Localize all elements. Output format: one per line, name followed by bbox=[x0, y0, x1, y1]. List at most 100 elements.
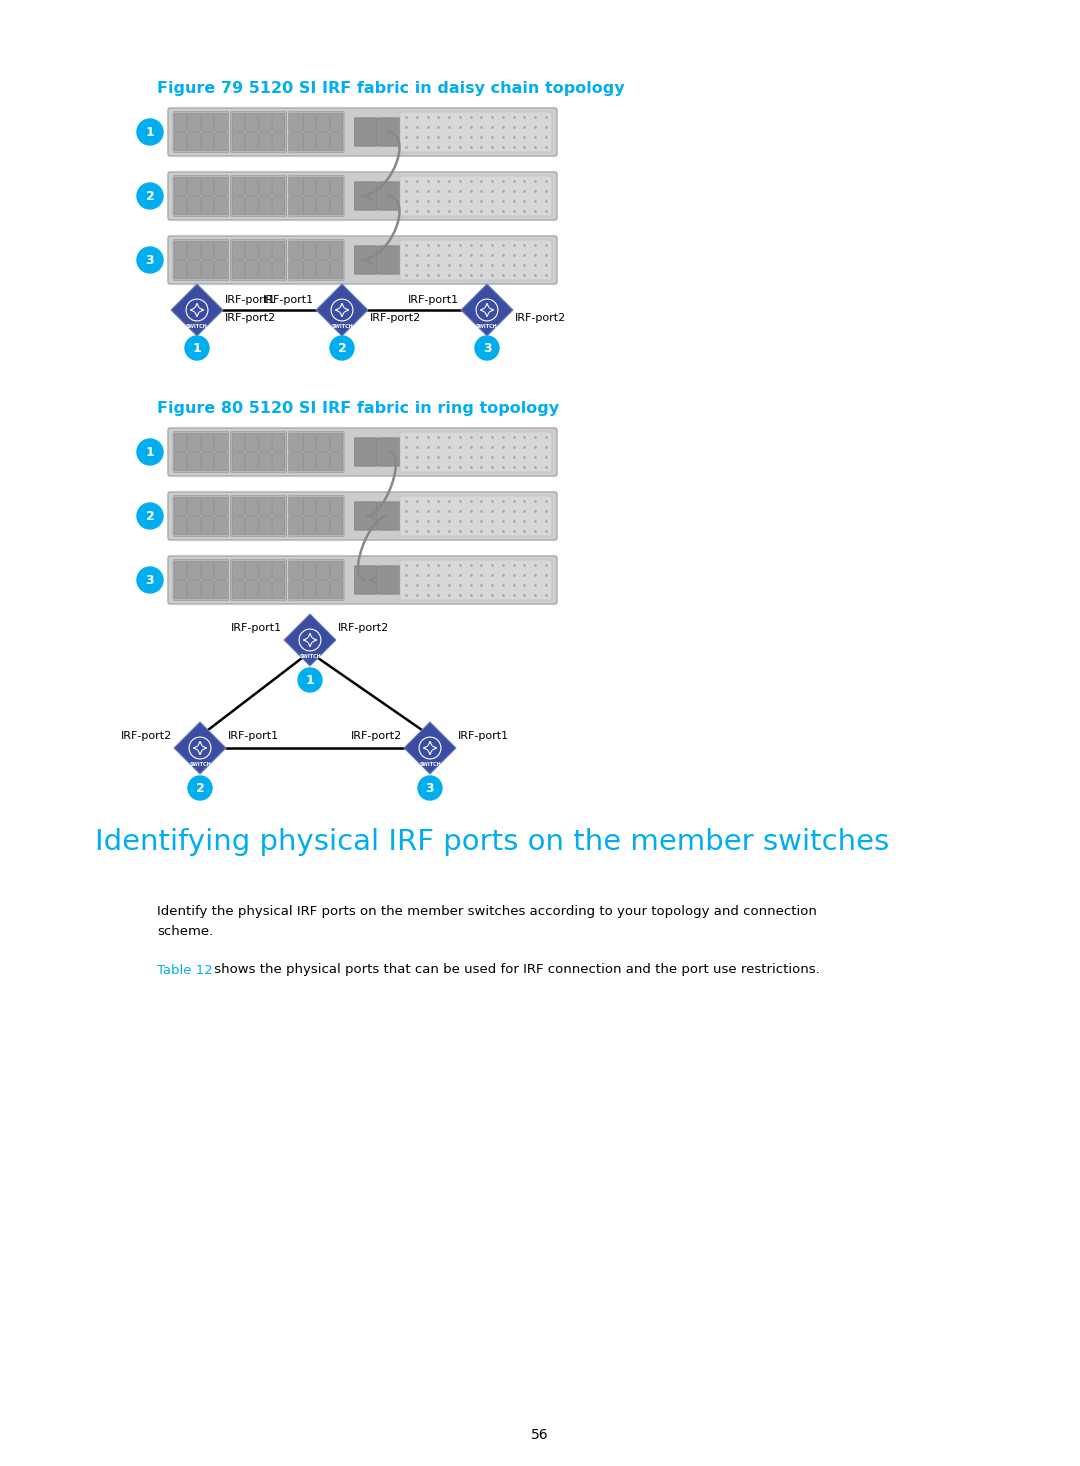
FancyBboxPatch shape bbox=[330, 434, 342, 452]
FancyBboxPatch shape bbox=[245, 242, 258, 259]
FancyBboxPatch shape bbox=[259, 516, 271, 535]
FancyBboxPatch shape bbox=[272, 516, 285, 535]
FancyBboxPatch shape bbox=[259, 581, 271, 598]
Text: 3: 3 bbox=[146, 254, 154, 267]
FancyBboxPatch shape bbox=[289, 561, 302, 579]
FancyBboxPatch shape bbox=[259, 497, 271, 516]
FancyBboxPatch shape bbox=[288, 431, 345, 472]
FancyBboxPatch shape bbox=[174, 453, 187, 471]
FancyBboxPatch shape bbox=[303, 581, 315, 598]
FancyBboxPatch shape bbox=[215, 453, 227, 471]
Text: IRF-port1: IRF-port1 bbox=[262, 295, 314, 305]
FancyBboxPatch shape bbox=[316, 434, 329, 452]
Text: shows the physical ports that can be used for IRF connection and the port use re: shows the physical ports that can be use… bbox=[210, 963, 820, 976]
FancyBboxPatch shape bbox=[354, 117, 377, 147]
Text: Identifying physical IRF ports on the member switches: Identifying physical IRF ports on the me… bbox=[95, 828, 889, 856]
FancyBboxPatch shape bbox=[400, 176, 552, 216]
FancyBboxPatch shape bbox=[303, 261, 315, 279]
FancyBboxPatch shape bbox=[330, 113, 342, 132]
FancyBboxPatch shape bbox=[354, 566, 377, 594]
Text: 1: 1 bbox=[306, 673, 314, 686]
FancyBboxPatch shape bbox=[173, 239, 229, 280]
Text: Identify the physical IRF ports on the member switches according to your topolog: Identify the physical IRF ports on the m… bbox=[157, 905, 816, 938]
Circle shape bbox=[185, 336, 210, 361]
FancyBboxPatch shape bbox=[201, 561, 214, 579]
FancyBboxPatch shape bbox=[201, 453, 214, 471]
FancyBboxPatch shape bbox=[201, 261, 214, 279]
Text: IRF-port2: IRF-port2 bbox=[515, 314, 566, 323]
Text: Figure 79 5120 SI IRF fabric in daisy chain topology: Figure 79 5120 SI IRF fabric in daisy ch… bbox=[157, 81, 624, 95]
Polygon shape bbox=[171, 284, 222, 336]
FancyBboxPatch shape bbox=[303, 453, 315, 471]
FancyBboxPatch shape bbox=[188, 581, 201, 598]
FancyBboxPatch shape bbox=[245, 581, 258, 598]
FancyBboxPatch shape bbox=[289, 581, 302, 598]
FancyBboxPatch shape bbox=[215, 177, 227, 195]
Circle shape bbox=[189, 737, 211, 759]
FancyBboxPatch shape bbox=[272, 497, 285, 516]
Text: IRF-port2: IRF-port2 bbox=[351, 732, 402, 740]
FancyBboxPatch shape bbox=[231, 239, 286, 280]
FancyBboxPatch shape bbox=[316, 242, 329, 259]
FancyBboxPatch shape bbox=[316, 561, 329, 579]
FancyBboxPatch shape bbox=[289, 497, 302, 516]
FancyBboxPatch shape bbox=[201, 133, 214, 151]
FancyBboxPatch shape bbox=[289, 261, 302, 279]
Text: 1: 1 bbox=[146, 126, 154, 138]
Circle shape bbox=[298, 668, 322, 692]
FancyBboxPatch shape bbox=[400, 560, 552, 600]
FancyBboxPatch shape bbox=[288, 176, 345, 217]
FancyBboxPatch shape bbox=[188, 113, 201, 132]
FancyBboxPatch shape bbox=[215, 516, 227, 535]
FancyBboxPatch shape bbox=[330, 497, 342, 516]
Circle shape bbox=[137, 503, 163, 529]
FancyBboxPatch shape bbox=[316, 177, 329, 195]
Text: IRF-port2: IRF-port2 bbox=[370, 314, 421, 323]
Text: Table 12: Table 12 bbox=[157, 963, 213, 976]
FancyBboxPatch shape bbox=[201, 196, 214, 214]
FancyBboxPatch shape bbox=[272, 561, 285, 579]
FancyBboxPatch shape bbox=[400, 432, 552, 472]
Text: SWITCH: SWITCH bbox=[299, 654, 321, 658]
FancyBboxPatch shape bbox=[330, 196, 342, 214]
FancyBboxPatch shape bbox=[259, 177, 271, 195]
FancyBboxPatch shape bbox=[303, 242, 315, 259]
FancyBboxPatch shape bbox=[245, 497, 258, 516]
FancyBboxPatch shape bbox=[288, 496, 345, 537]
FancyBboxPatch shape bbox=[272, 242, 285, 259]
FancyBboxPatch shape bbox=[215, 581, 227, 598]
Text: 3: 3 bbox=[146, 573, 154, 586]
FancyBboxPatch shape bbox=[232, 133, 245, 151]
FancyBboxPatch shape bbox=[272, 177, 285, 195]
FancyBboxPatch shape bbox=[378, 438, 400, 466]
Text: 1: 1 bbox=[192, 342, 201, 355]
Text: SWITCH: SWITCH bbox=[476, 324, 498, 328]
Text: 2: 2 bbox=[195, 781, 204, 795]
FancyBboxPatch shape bbox=[330, 561, 342, 579]
Polygon shape bbox=[404, 721, 456, 774]
Circle shape bbox=[475, 336, 499, 361]
Text: 3: 3 bbox=[483, 342, 491, 355]
FancyBboxPatch shape bbox=[288, 111, 345, 152]
FancyBboxPatch shape bbox=[303, 133, 315, 151]
FancyBboxPatch shape bbox=[316, 196, 329, 214]
FancyBboxPatch shape bbox=[231, 431, 286, 472]
FancyBboxPatch shape bbox=[188, 242, 201, 259]
FancyBboxPatch shape bbox=[259, 133, 271, 151]
FancyBboxPatch shape bbox=[289, 133, 302, 151]
FancyBboxPatch shape bbox=[245, 561, 258, 579]
FancyBboxPatch shape bbox=[168, 172, 557, 220]
FancyBboxPatch shape bbox=[272, 581, 285, 598]
FancyBboxPatch shape bbox=[168, 493, 557, 539]
FancyBboxPatch shape bbox=[400, 240, 552, 280]
FancyBboxPatch shape bbox=[188, 133, 201, 151]
FancyBboxPatch shape bbox=[232, 261, 245, 279]
Circle shape bbox=[476, 299, 498, 321]
Circle shape bbox=[332, 299, 353, 321]
Circle shape bbox=[137, 438, 163, 465]
FancyBboxPatch shape bbox=[330, 261, 342, 279]
FancyBboxPatch shape bbox=[259, 434, 271, 452]
FancyBboxPatch shape bbox=[245, 177, 258, 195]
Polygon shape bbox=[284, 614, 336, 666]
FancyBboxPatch shape bbox=[405, 501, 427, 531]
